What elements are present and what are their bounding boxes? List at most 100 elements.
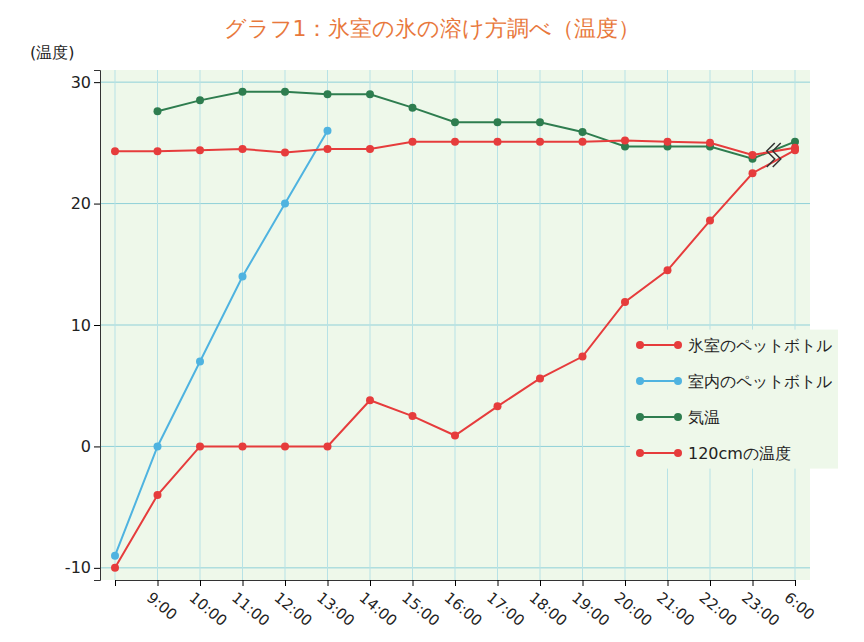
x-tick-label: 23:00	[738, 588, 783, 630]
y-tick-mark	[94, 82, 100, 83]
series-point	[366, 90, 374, 98]
x-tick-label: 17:00	[483, 588, 528, 630]
series-point	[154, 491, 162, 499]
y-tick: 20	[71, 194, 100, 213]
x-tick: 12:00	[271, 580, 316, 630]
y-axis: -100102030	[65, 71, 101, 581]
legend-line	[640, 344, 678, 346]
y-tick-mark	[94, 325, 100, 326]
series-line	[115, 131, 328, 556]
legend-marker	[674, 377, 682, 385]
series-point	[154, 107, 162, 115]
x-tick-mark	[540, 580, 541, 586]
y-tick-mark	[94, 204, 100, 205]
series-point	[621, 136, 629, 144]
legend-line	[640, 452, 678, 454]
x-tick: 6:00	[781, 580, 818, 624]
legend-marker	[636, 449, 644, 457]
y-tick-mark	[94, 446, 100, 447]
series-point	[791, 144, 799, 152]
series-point	[281, 149, 289, 157]
x-tick-mark	[795, 580, 796, 586]
series	[154, 88, 800, 163]
x-tick-label: 9:00	[143, 588, 180, 623]
y-tick: 0	[81, 437, 100, 456]
series-point	[409, 138, 417, 146]
grid-line-x	[497, 70, 498, 580]
series-point	[536, 374, 544, 382]
series-point	[239, 88, 247, 96]
x-tick-label: 15:00	[398, 588, 443, 630]
series-point	[366, 145, 374, 153]
series-point	[196, 146, 204, 154]
y-tick: 10	[71, 316, 100, 335]
x-tick-mark	[710, 580, 711, 586]
series-point	[749, 169, 757, 177]
legend-marker	[674, 449, 682, 457]
x-tick-mark	[455, 580, 456, 586]
x-tick-mark	[583, 580, 584, 586]
grid-line-x	[115, 70, 116, 580]
x-tick-label: 21:00	[653, 588, 698, 630]
legend-marker	[636, 341, 644, 349]
legend-label: 120cmの温度	[688, 444, 791, 463]
x-tick-mark	[158, 580, 159, 586]
series-point	[324, 145, 332, 153]
series-point	[111, 147, 119, 155]
series-point	[366, 396, 374, 404]
series-point	[409, 412, 417, 420]
x-tick: 9:00	[143, 580, 180, 624]
legend-line	[640, 416, 678, 418]
series	[111, 136, 799, 159]
x-axis-line	[116, 581, 796, 587]
x-tick-mark	[243, 580, 244, 586]
x-tick-mark	[498, 580, 499, 586]
background	[0, 0, 864, 642]
series-point	[324, 90, 332, 98]
series-point	[281, 442, 289, 450]
series-point	[239, 272, 247, 280]
legend-label: 室内のペットボトル	[688, 372, 832, 391]
legend-marker	[674, 341, 682, 349]
series-point	[621, 298, 629, 306]
series-point	[111, 564, 119, 572]
x-tick: 17:00	[483, 580, 528, 630]
x-tick: 22:00	[696, 580, 741, 630]
x-tick: 20:00	[611, 580, 656, 630]
x-tick-mark	[753, 580, 754, 586]
y-tick-label: 30	[71, 73, 91, 92]
x-tick: 23:00	[738, 580, 783, 630]
x-tick: 11:00	[228, 580, 273, 630]
axis-break	[767, 143, 781, 167]
y-tick: 30	[71, 73, 100, 92]
series-point	[494, 118, 502, 126]
x-tick-label: 10:00	[186, 588, 231, 630]
x-tick: 10:00	[186, 580, 231, 630]
plot-background	[100, 70, 810, 580]
series-point	[664, 266, 672, 274]
series-point	[281, 200, 289, 208]
x-tick-label: 18:00	[526, 588, 571, 630]
x-tick-label: 11:00	[228, 588, 273, 630]
x-tick: 18:00	[526, 580, 571, 630]
legend: 氷室のペットボトル室内のペットボトル気温120cmの温度	[630, 330, 838, 469]
x-tick-mark	[328, 580, 329, 586]
grid-line-x	[285, 70, 286, 580]
x-tick-label: 6:00	[781, 588, 818, 623]
x-tick-mark	[200, 580, 201, 586]
series-point	[324, 442, 332, 450]
series-point	[239, 442, 247, 450]
series-point	[706, 217, 714, 225]
series-point	[111, 552, 119, 560]
x-tick	[115, 580, 116, 586]
x-tick-mark	[668, 580, 669, 586]
legend-marker	[674, 413, 682, 421]
legend-line	[640, 380, 678, 382]
series-point	[196, 442, 204, 450]
chart: グラフ1：氷室の氷の溶け方調べ（温度）(温度)-1001020309:0010:…	[0, 0, 864, 642]
series-point	[706, 139, 714, 147]
axis-break-mark	[773, 143, 781, 167]
x-tick-label: 19:00	[568, 588, 613, 630]
grid	[100, 70, 810, 580]
series-point	[579, 128, 587, 136]
